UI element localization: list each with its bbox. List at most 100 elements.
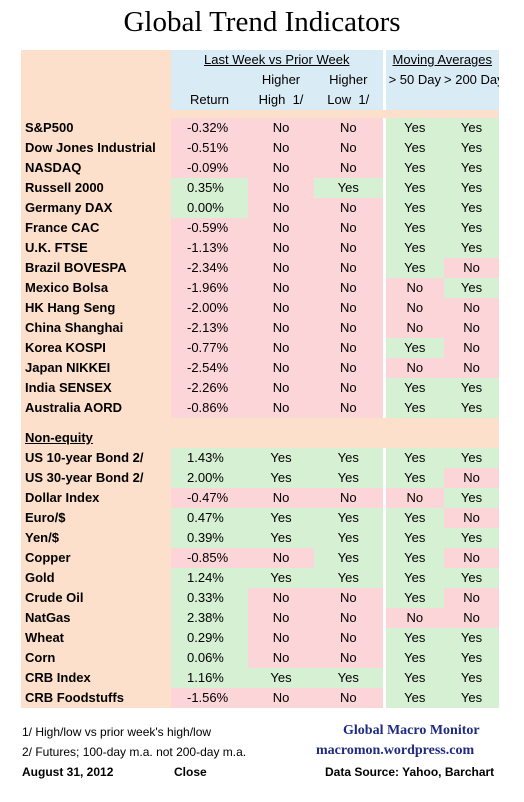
row-label: Copper [21, 548, 171, 568]
higher-high-header-top: Higher [248, 70, 314, 90]
low-value: Yes [314, 178, 385, 198]
low-value: No [314, 298, 385, 318]
ma200-value: Yes [444, 398, 500, 418]
high-value: No [248, 628, 314, 648]
ma200-value: Yes [444, 668, 500, 688]
row-label: NASDAQ [21, 158, 171, 178]
return-value: 0.29% [171, 628, 248, 648]
ma200-value: Yes [444, 178, 500, 198]
row-label: CRB Foodstuffs [21, 688, 171, 708]
table-row: CRB Index 1.16% Yes Yes Yes Yes [21, 668, 500, 688]
spacer-row [21, 418, 500, 428]
low-value: No [314, 488, 385, 508]
ma200-value: No [444, 588, 500, 608]
group-header-weekly: Last Week vs Prior Week [171, 50, 385, 70]
ma50-value: Yes [382, 158, 445, 178]
return-value: -2.26% [171, 378, 248, 398]
return-value: 0.33% [171, 588, 248, 608]
row-label: Japan NIKKEI [21, 358, 171, 378]
high-value: No [248, 688, 314, 708]
return-value: -0.59% [171, 218, 248, 238]
ma50-value: No [382, 488, 445, 508]
return-value: -2.00% [171, 298, 248, 318]
low-value: Yes [314, 568, 385, 588]
high-value: No [248, 588, 314, 608]
ma50-value: No [382, 318, 445, 338]
ma200-value: Yes [444, 568, 500, 588]
ma50-value: Yes [382, 688, 445, 708]
high-value: No [248, 398, 314, 418]
ma200-value: Yes [444, 278, 500, 298]
ma50-value: Yes [382, 218, 445, 238]
table-row: Gold 1.24% Yes Yes Yes Yes [21, 568, 500, 588]
table-row: Dow Jones Industrial -0.51% No No Yes Yes [21, 138, 500, 158]
low-value: Yes [314, 668, 385, 688]
return-value: 1.43% [171, 448, 248, 468]
return-value: 1.16% [171, 668, 248, 688]
close-label: Close [174, 765, 207, 779]
table-row: India SENSEX -2.26% No No Yes Yes [21, 378, 500, 398]
ma200-value: Yes [444, 378, 500, 398]
high-value: No [248, 318, 314, 338]
high-value: No [248, 118, 314, 138]
data-source: Data Source: Yahoo, Barchart [325, 765, 495, 779]
table-row: Australia AORD -0.86% No No Yes Yes [21, 398, 500, 418]
high-value: Yes [248, 568, 314, 588]
row-label: US 10-year Bond 2/ [21, 448, 171, 468]
high-value: No [248, 338, 314, 358]
high-value: Yes [248, 668, 314, 688]
high-value: No [248, 648, 314, 668]
ma50-value: Yes [382, 178, 445, 198]
table-row: HK Hang Seng -2.00% No No No No [21, 298, 500, 318]
ma200-value: No [444, 338, 500, 358]
high-value: No [248, 198, 314, 218]
ma200-value: No [444, 318, 500, 338]
high-value: No [248, 158, 314, 178]
brand-name: Global Macro Monitor [343, 723, 480, 738]
row-label: Brazil BOVESPA [21, 258, 171, 278]
table-row: Brazil BOVESPA -2.34% No No Yes No [21, 258, 500, 278]
row-label: Euro/$ [21, 508, 171, 528]
low-value: No [314, 648, 385, 668]
low-value: Yes [314, 448, 385, 468]
return-value: -1.96% [171, 278, 248, 298]
ma50-value: Yes [382, 398, 445, 418]
high-value: Yes [248, 508, 314, 528]
table-row: US 10-year Bond 2/1.43% Yes Yes Yes Yes [21, 448, 500, 468]
ma50-value: Yes [382, 628, 445, 648]
table-row: NASDAQ -0.09% No No Yes Yes [21, 158, 500, 178]
trend-table: Last Week vs Prior Week Moving Averages … [21, 50, 500, 708]
ma50-value: Yes [382, 118, 445, 138]
low-value: No [314, 688, 385, 708]
table-row: China Shanghai -2.13% No No No No [21, 318, 500, 338]
high-value: No [248, 298, 314, 318]
header-row-1: Last Week vs Prior Week Moving Averages [21, 50, 500, 70]
row-label: Dow Jones Industrial [21, 138, 171, 158]
ma50-value: Yes [382, 508, 445, 528]
report-date: August 31, 2012 [22, 765, 114, 779]
low-value: No [314, 118, 385, 138]
high-value: No [248, 278, 314, 298]
ma50-value: No [382, 298, 445, 318]
table-row: US 30-year Bond 2/2.00% Yes Yes Yes No [21, 468, 500, 488]
row-label: France CAC [21, 218, 171, 238]
ma50-value: Yes [382, 528, 445, 548]
row-label: Korea KOSPI [21, 338, 171, 358]
row-label: China Shanghai [21, 318, 171, 338]
ma200-header: > 200 Day [444, 70, 500, 90]
ma200-value: No [444, 298, 500, 318]
row-label: Wheat [21, 628, 171, 648]
low-value: No [314, 378, 385, 398]
header-row-2: Higher Higher > 50 Day > 200 Day [21, 70, 500, 90]
row-label: India SENSEX [21, 378, 171, 398]
return-value: -0.77% [171, 338, 248, 358]
ma200-value: No [444, 358, 500, 378]
group-header-ma: Moving Averages [382, 50, 500, 70]
return-value: 2.38% [171, 608, 248, 628]
ma200-value: Yes [444, 198, 500, 218]
high-value: Yes [248, 468, 314, 488]
ma50-value: Yes [382, 448, 445, 468]
ma50-value: No [382, 358, 445, 378]
ma200-value: No [444, 508, 500, 528]
low-value: Yes [314, 548, 385, 568]
